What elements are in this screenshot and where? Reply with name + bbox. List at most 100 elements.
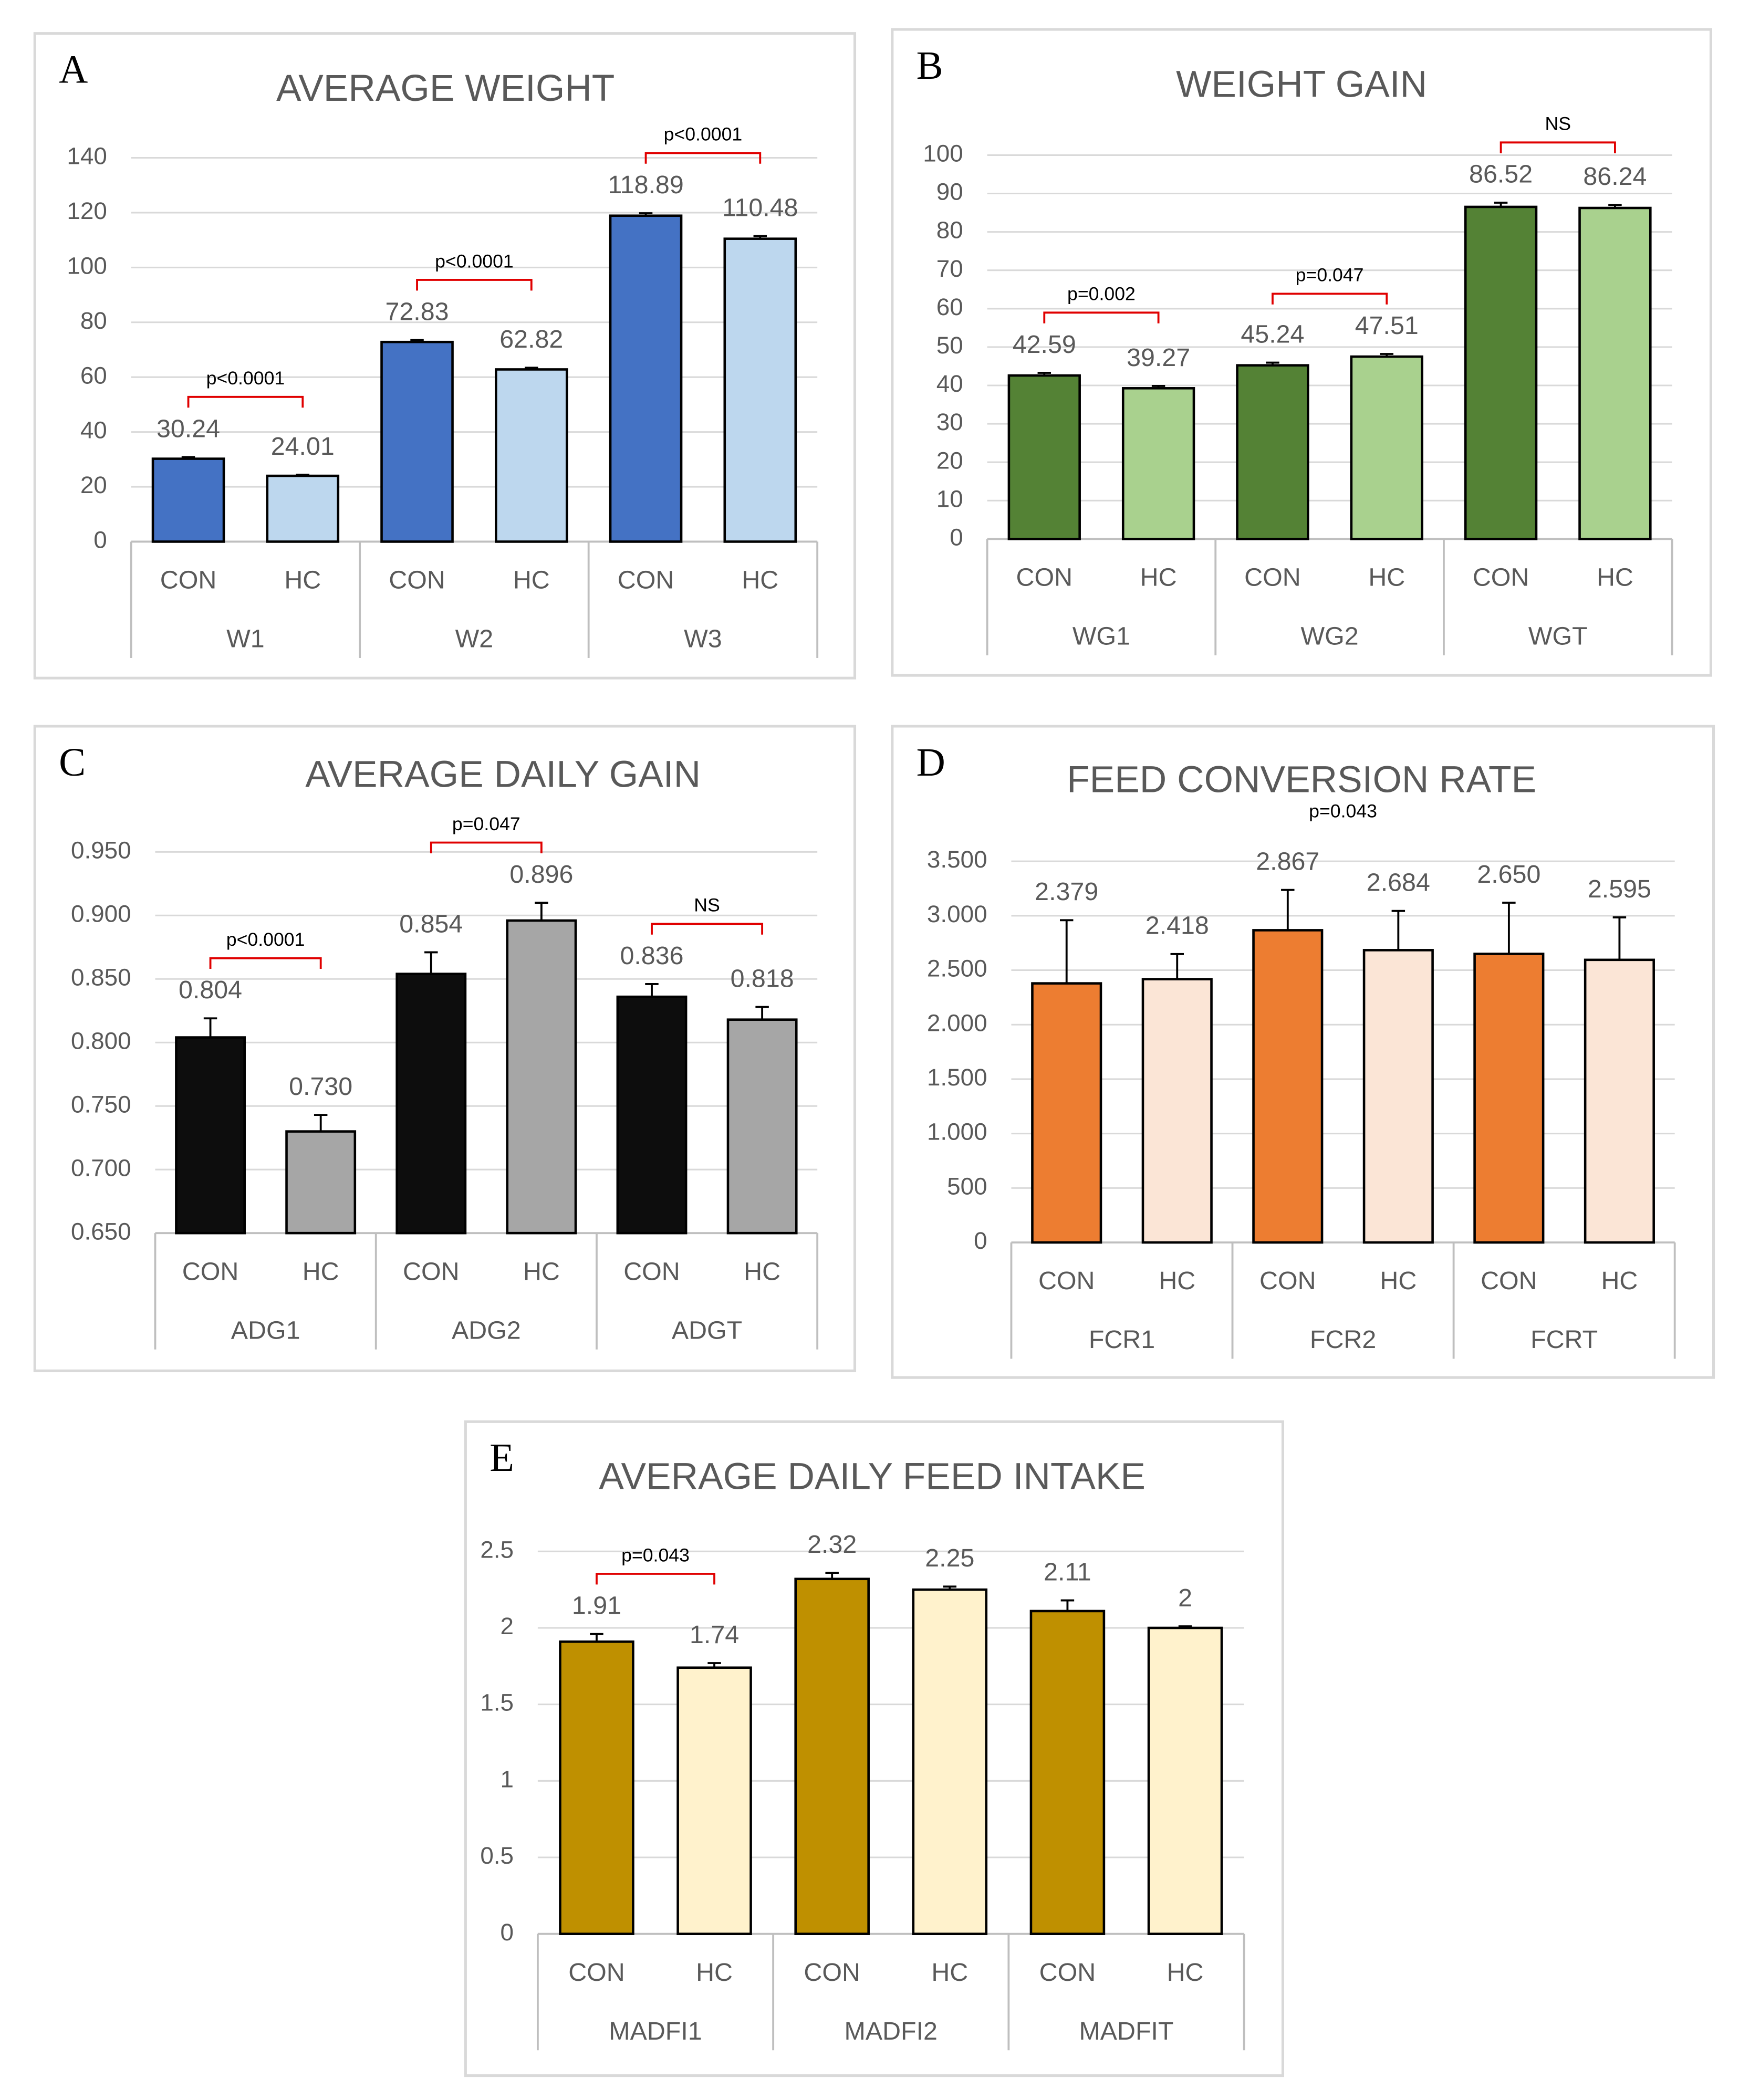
- value-label: 2.32: [807, 1530, 857, 1559]
- chart-title: AVERAGE DAILY FEED INTAKE: [599, 1456, 1146, 1498]
- bar: [1031, 982, 1102, 1244]
- subcategory-label: HC: [744, 1257, 780, 1286]
- y-tick-label: 1.500: [927, 1064, 987, 1091]
- value-label: 2.379: [1035, 877, 1098, 906]
- value-label: 1.74: [690, 1621, 739, 1649]
- subcategory-label: CON: [403, 1257, 460, 1286]
- subcategory-label: HC: [1597, 563, 1633, 592]
- bar: [726, 1018, 798, 1235]
- subcategory-label: CON: [618, 566, 674, 594]
- group-label: ADG1: [231, 1316, 300, 1344]
- group-label: ADGT: [672, 1316, 742, 1344]
- value-label: 110.48: [722, 193, 798, 222]
- value-label: 62.82: [499, 325, 563, 353]
- group-label: WG2: [1301, 622, 1359, 651]
- significance-bracket: [1500, 141, 1616, 153]
- y-tick-label: 0.800: [71, 1027, 131, 1054]
- significance-bracket: [187, 395, 304, 408]
- subcategory-label: CON: [1039, 1958, 1096, 1987]
- significance-bracket: [1272, 292, 1388, 305]
- value-label: 2.418: [1146, 912, 1209, 940]
- subcategory-label: HC: [1368, 563, 1405, 592]
- y-tick-label: 0.750: [71, 1091, 131, 1117]
- y-tick-label: 500: [947, 1173, 987, 1199]
- significance-label: p=0.002: [1067, 284, 1136, 305]
- subcategory-label: HC: [931, 1958, 968, 1987]
- bar: [1236, 364, 1309, 540]
- panel-letter: B: [917, 43, 943, 88]
- bar: [1147, 1626, 1223, 1935]
- bar: [1007, 374, 1081, 540]
- significance-label: NS: [694, 895, 720, 916]
- subcategory-label: CON: [568, 1958, 625, 1987]
- subcategory-label: CON: [1473, 563, 1529, 592]
- group-label: MADFIT: [1079, 2017, 1173, 2045]
- value-label: 0.730: [289, 1072, 352, 1101]
- group-label: W3: [684, 625, 722, 653]
- subcategory-label: HC: [303, 1257, 339, 1286]
- bar: [1252, 929, 1324, 1244]
- significance-bracket: [651, 923, 764, 935]
- y-tick-label: 0.850: [71, 964, 131, 990]
- y-tick-label: 0.700: [71, 1154, 131, 1181]
- y-tick-label: 3.500: [927, 846, 987, 873]
- value-label: 2.650: [1477, 860, 1540, 889]
- value-label: 86.52: [1469, 160, 1533, 189]
- bar: [285, 1130, 357, 1235]
- group-label: FCR1: [1089, 1325, 1155, 1354]
- bar: [175, 1036, 246, 1235]
- bar: [151, 457, 225, 543]
- subcategory-label: CON: [182, 1257, 238, 1286]
- significance-label: p<0.0001: [435, 250, 514, 271]
- value-label: 2: [1178, 1584, 1192, 1612]
- value-label: 1.91: [572, 1591, 621, 1620]
- bar: [1362, 949, 1434, 1244]
- y-tick-label: 60: [80, 362, 107, 389]
- subcategory-label: CON: [804, 1958, 860, 1987]
- y-tick-label: 20: [80, 472, 107, 498]
- bar: [1121, 387, 1195, 540]
- significance-label: p=0.043: [1309, 800, 1377, 821]
- y-tick-label: 0: [93, 527, 107, 553]
- panel-frame: [891, 28, 1712, 677]
- subcategory-label: CON: [160, 566, 217, 594]
- group-label: WG1: [1072, 622, 1130, 651]
- subcategory-label: HC: [1167, 1958, 1204, 1987]
- group-label: ADG2: [452, 1316, 521, 1344]
- group-label: MADFI1: [609, 2017, 702, 2045]
- y-tick-label: 0: [950, 524, 963, 550]
- y-tick-label: 90: [936, 179, 963, 205]
- bar: [1350, 355, 1423, 540]
- y-tick-label: 1.5: [480, 1689, 514, 1716]
- bar: [616, 995, 688, 1235]
- significance-label: p<0.0001: [226, 929, 305, 950]
- bar: [559, 1640, 634, 1935]
- bar: [266, 474, 340, 543]
- significance-bracket: [209, 957, 322, 969]
- subcategory-label: HC: [1380, 1267, 1417, 1295]
- y-tick-label: 3.000: [927, 901, 987, 927]
- y-tick-label: 80: [80, 307, 107, 334]
- y-tick-label: 0.5: [480, 1842, 514, 1869]
- significance-label: p<0.0001: [664, 124, 743, 145]
- value-label: 2.867: [1256, 848, 1319, 876]
- subcategory-label: HC: [284, 566, 321, 594]
- bar: [506, 919, 577, 1235]
- y-tick-label: 2.000: [927, 1009, 987, 1036]
- group-label: W1: [226, 625, 265, 653]
- value-label: 0.836: [620, 942, 683, 970]
- y-tick-label: 30: [936, 409, 963, 435]
- group-label: WGT: [1528, 622, 1588, 651]
- y-tick-label: 2.500: [927, 955, 987, 982]
- value-label: 47.51: [1355, 311, 1419, 340]
- bar: [395, 973, 467, 1235]
- subcategory-label: CON: [1244, 563, 1301, 592]
- bar: [380, 340, 454, 543]
- y-tick-label: 20: [936, 447, 963, 474]
- chart-title: AVERAGE WEIGHT: [276, 67, 615, 109]
- y-tick-label: 40: [80, 417, 107, 444]
- value-label: 2.25: [925, 1544, 974, 1572]
- y-tick-label: 70: [936, 255, 963, 282]
